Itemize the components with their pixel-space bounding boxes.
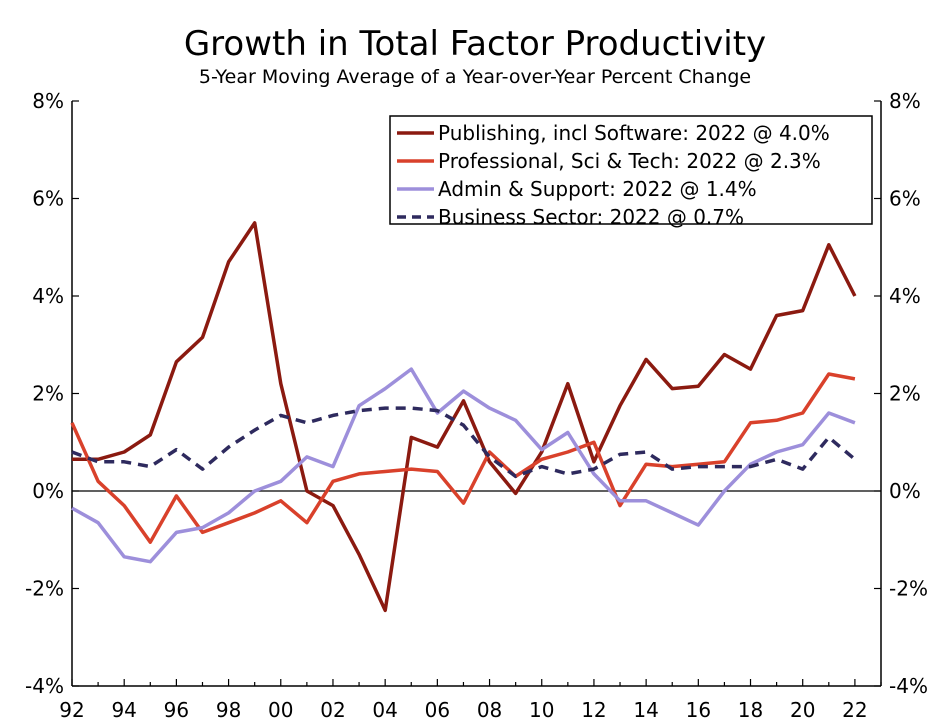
x-tick-label: 04 xyxy=(372,698,397,722)
y-tick-label-left: 8% xyxy=(32,89,64,113)
x-tick-label: 06 xyxy=(425,698,450,722)
y-tick-label-left: -4% xyxy=(25,674,64,698)
x-tick-label: 16 xyxy=(686,698,711,722)
x-tick-label: 22 xyxy=(842,698,867,722)
x-tick-label: 96 xyxy=(164,698,189,722)
x-tick-label: 98 xyxy=(216,698,241,722)
legend-box xyxy=(389,115,873,225)
y-tick-label-right: 4% xyxy=(889,284,921,308)
y-tick-label-right: -4% xyxy=(889,674,928,698)
y-tick-label-right: 0% xyxy=(889,479,921,503)
x-tick-label: 14 xyxy=(633,698,658,722)
x-tick-label: 12 xyxy=(581,698,606,722)
series-line-2 xyxy=(70,372,856,544)
legend-items: Publishing, incl Software: 2022 @ 4.0% Pr… xyxy=(397,121,830,229)
y-tick-label-left: 6% xyxy=(32,187,64,211)
series-line-3 xyxy=(71,367,856,564)
legend-label-4: Business Sector: 2022 @ 0.7% xyxy=(438,205,744,229)
tick-labels: 8% 8%6% 6%4% 4%2% 2%0% 0%-2% -2%-4% -4%92 94 96 98… xyxy=(25,89,928,722)
y-tick-label-right: 6% xyxy=(889,187,921,211)
y-tick-label-right: -2% xyxy=(889,577,928,601)
legend: Publishing, incl Software: 2022 @ 4.0% Pr… xyxy=(389,115,873,229)
y-tick-label-left: 0% xyxy=(32,479,64,503)
x-tick-label: 08 xyxy=(477,698,502,722)
x-tick-label: 02 xyxy=(320,698,345,722)
chart-title: Growth in Total Factor Productivity xyxy=(184,24,766,64)
series-line-4 xyxy=(71,406,857,479)
legend-label-2: Professional, Sci & Tech: 2022 @ 2.3% xyxy=(438,149,821,173)
x-tick-label: 10 xyxy=(529,698,554,722)
series-lines xyxy=(70,221,857,613)
legend-label-3: Admin & Support: 2022 @ 1.4% xyxy=(438,177,757,201)
legend-label-1: Publishing, incl Software: 2022 @ 4.0% xyxy=(438,121,830,145)
y-tick-label-right: 2% xyxy=(889,382,921,406)
x-tick-label: 92 xyxy=(59,698,84,722)
x-tick-label: 18 xyxy=(738,698,763,722)
x-tick-label: 94 xyxy=(111,698,136,722)
x-tick-label: 00 xyxy=(268,698,293,722)
y-tick-label-right: 8% xyxy=(889,89,921,113)
series-line-1 xyxy=(72,221,857,613)
y-tick-label-left: 2% xyxy=(32,382,64,406)
x-tick-label: 20 xyxy=(790,698,815,722)
axes xyxy=(71,100,882,687)
y-tick-label-left: -2% xyxy=(25,577,64,601)
y-tick-label-left: 4% xyxy=(32,284,64,308)
chart-subtitle: 5-Year Moving Average of a Year-over-Yea… xyxy=(199,66,751,88)
